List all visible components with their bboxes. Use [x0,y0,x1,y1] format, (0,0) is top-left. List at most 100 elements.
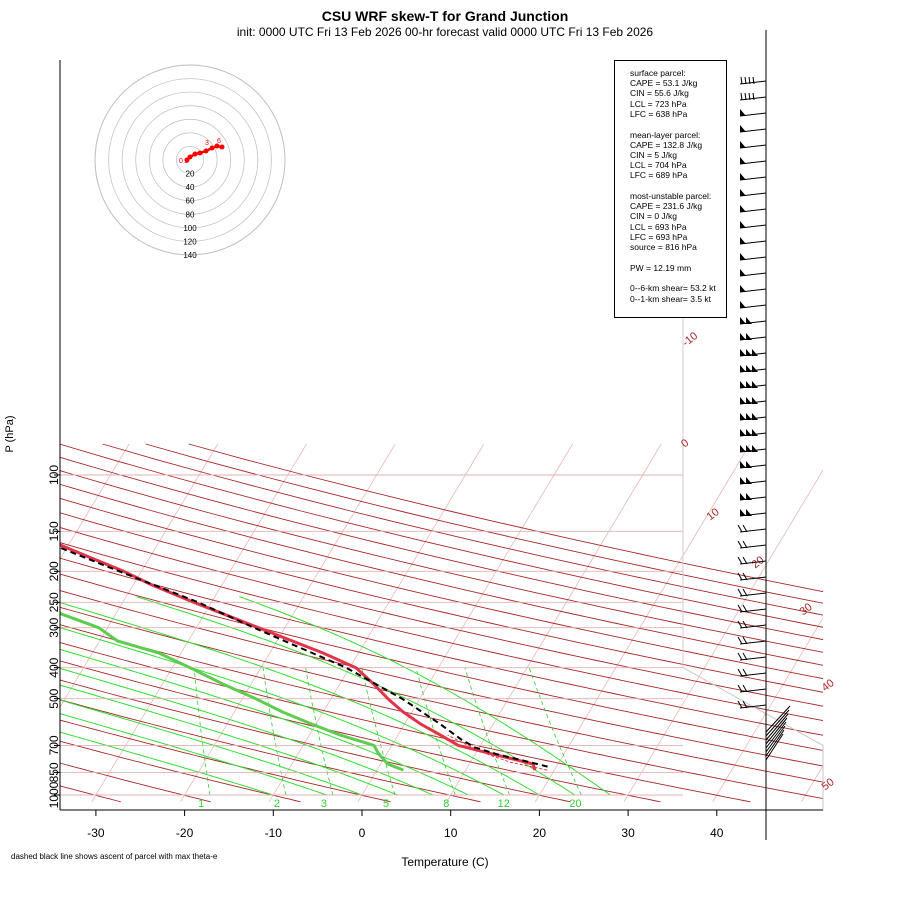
wind-barb-shaft [765,729,785,757]
moist-adiabat [60,731,274,796]
info-line: LFC = 638 hPa [630,108,688,119]
hodograph-ring-label: 60 [186,197,195,206]
dry-adiabat [60,642,751,803]
wind-barb-feather [742,636,748,645]
wind-barb-pennant [740,333,746,340]
x-tick-label: 20 [533,826,547,840]
wind-barb [739,429,767,437]
wind-barb [739,461,767,469]
x-tick-label: -30 [87,826,105,840]
wind-barb-shaft [739,672,767,677]
wind-barb [739,92,767,101]
wind-barb-pennant [740,477,746,484]
wind-barb-feather [737,540,743,549]
isotherm-line [712,617,823,803]
wind-barb [739,381,767,389]
dry-adiabat [188,443,823,593]
dry-adiabat [60,443,823,628]
hodograph-point [197,150,203,156]
wind-barb [739,509,767,517]
wind-barb [739,445,767,453]
wind-barb [739,173,767,181]
wind-barb-pennant [740,413,746,420]
mixing-ratio-label: 1 [198,798,204,810]
wind-barb-pennant [752,365,758,372]
wind-barb-pennant [740,221,746,228]
isotherm-line [357,443,573,803]
wind-barb-feather [737,572,743,581]
info-line: CAPE = 132.8 J/kg [630,139,703,150]
wind-barb [739,189,767,197]
hodograph-ring [94,64,286,256]
mixing-ratio-line [464,667,510,796]
wind-barb-pennant [740,301,746,308]
y-tick-label: 100 [47,465,61,485]
right-frame-line [682,667,824,810]
isotherm-line [268,443,485,803]
info-line: LCL = 693 hPa [630,221,687,232]
wind-barb-shaft [739,544,767,549]
dry-adiabat [60,719,391,803]
info-line: CIN = 55.6 J/kg [630,88,689,99]
wind-barb-pennant [746,429,752,436]
y-axis-label: P (hPa) [4,415,16,453]
wind-barb-feather [737,700,743,709]
wind-barb-pennant [740,493,746,500]
wind-barb [737,620,767,629]
wind-barb [739,125,767,133]
wind-barb-feather [742,604,748,613]
wind-barb-shaft [739,656,767,661]
hodograph-point [214,143,220,149]
wind-barb [739,477,767,485]
dry-adiabat [60,456,823,641]
wind-barb-shaft [765,721,787,749]
info-line: mean-layer parcel: [630,129,701,140]
dry-adiabat [60,740,301,803]
hodograph-ring-label: 20 [186,170,195,179]
wind-barb-shaft [739,688,767,693]
y-tick-label: 400 [47,657,61,677]
wind-barb-shaft [739,624,767,629]
wind-barb-feather [742,524,748,533]
wind-barb-pennant [746,317,752,324]
wind-barb-pennant [746,445,752,452]
info-line: CIN = 5 J/kg [630,149,678,160]
wind-barb-pennant [740,365,746,372]
wind-barb-pennant [752,413,758,420]
dry-adiabat [60,762,211,803]
wind-barb-pennant [746,381,752,388]
wind-barb-shaft [765,713,789,741]
hodograph-ring [108,78,272,242]
wind-barb-pennant [746,461,752,468]
wind-barb-pennant [740,445,746,452]
wind-barb-pennant [740,141,746,148]
isotherm-line [60,443,219,708]
moist-adiabat [60,684,398,796]
wind-barb [739,397,767,405]
wind-barb [739,413,767,421]
wind-barb-shaft [739,576,767,581]
wind-barb-feather [737,604,743,613]
wind-barb [739,317,767,325]
wind-barb [737,524,767,533]
wind-barb-pennant [740,397,746,404]
wind-barb [739,285,767,293]
wind-barb [737,700,767,709]
wind-barb-feather [744,76,747,85]
info-line: 0--6-km shear= 53.2 kt [630,283,716,294]
wind-barb-pennant [740,317,746,324]
wind-barb-pennant [746,477,752,484]
surface-parcel-trace [447,734,548,771]
wind-barb-shaft [739,640,767,645]
isotherm-line [0,444,40,802]
x-tick-label: 30 [621,826,635,840]
hodograph-point [209,145,215,151]
dry-adiabat [60,660,661,803]
wind-barb-pennant [740,269,746,276]
isotherm-line [446,443,662,803]
dry-adiabat [60,573,823,751]
wind-barb-pennant [746,333,752,340]
wind-barb [737,604,767,613]
surface-parcel-block: surface parcel: CAPE = 53.1 J/kg CIN = 5… [630,68,726,119]
wind-barb [737,636,767,645]
